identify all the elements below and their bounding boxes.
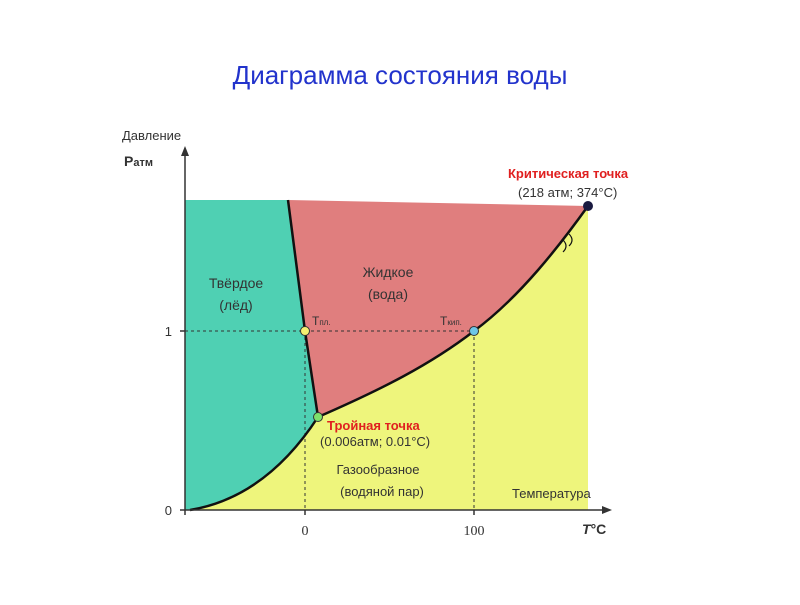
critical-name: Критическая точка (508, 166, 629, 181)
critical-note: (218 атм; 374°С) (518, 185, 617, 200)
melting-symbol: T (312, 314, 320, 328)
boiling-symbol: T (440, 314, 448, 328)
boiling-sub: кип. (447, 318, 462, 327)
melting-label: Tпл. (312, 314, 331, 328)
solid-note: (лёд) (219, 297, 252, 313)
boiling-point (469, 326, 479, 336)
x-tick-label: 100 (464, 524, 485, 539)
y-tick-label: 0 (165, 503, 172, 518)
critical-point (583, 201, 593, 211)
solid-name: Твёрдое (209, 275, 264, 291)
liquid-region (288, 200, 588, 417)
y-label: Давление (122, 128, 181, 143)
liquid-name: Жидкое (363, 264, 414, 280)
gas-region (190, 206, 588, 510)
x-tick-label: 0 (302, 524, 309, 539)
y-symbol-sub: атм (133, 157, 153, 169)
x-symbol-unit: °C (591, 521, 607, 537)
triple-note: (0.006атм; 0.01°С) (320, 434, 430, 449)
melting-sub: пл. (319, 318, 330, 327)
y-arrow (181, 146, 189, 156)
melting-point (300, 326, 310, 336)
gas-name: Газообразное (336, 462, 419, 477)
y-tick-label: 1 (165, 324, 172, 339)
title: Диаграмма состояния воды (233, 60, 568, 90)
x-symbol: T°C (582, 521, 606, 537)
x-arrow (602, 506, 612, 514)
triple-point (313, 412, 323, 422)
axes (180, 150, 608, 515)
boiling-label: Tкип. (440, 314, 462, 328)
solid-region (185, 200, 318, 510)
x-symbol-main: T (582, 521, 592, 537)
y-symbol: Pатм (124, 153, 153, 169)
break-mark (562, 233, 573, 253)
guides (185, 330, 475, 510)
triple-name: Тройная точка (327, 418, 420, 433)
y-symbol-main: P (124, 153, 133, 169)
liquid-note: (вода) (368, 286, 408, 302)
x-label: Температура (512, 486, 592, 501)
gas-note: (водяной пар) (340, 484, 424, 499)
